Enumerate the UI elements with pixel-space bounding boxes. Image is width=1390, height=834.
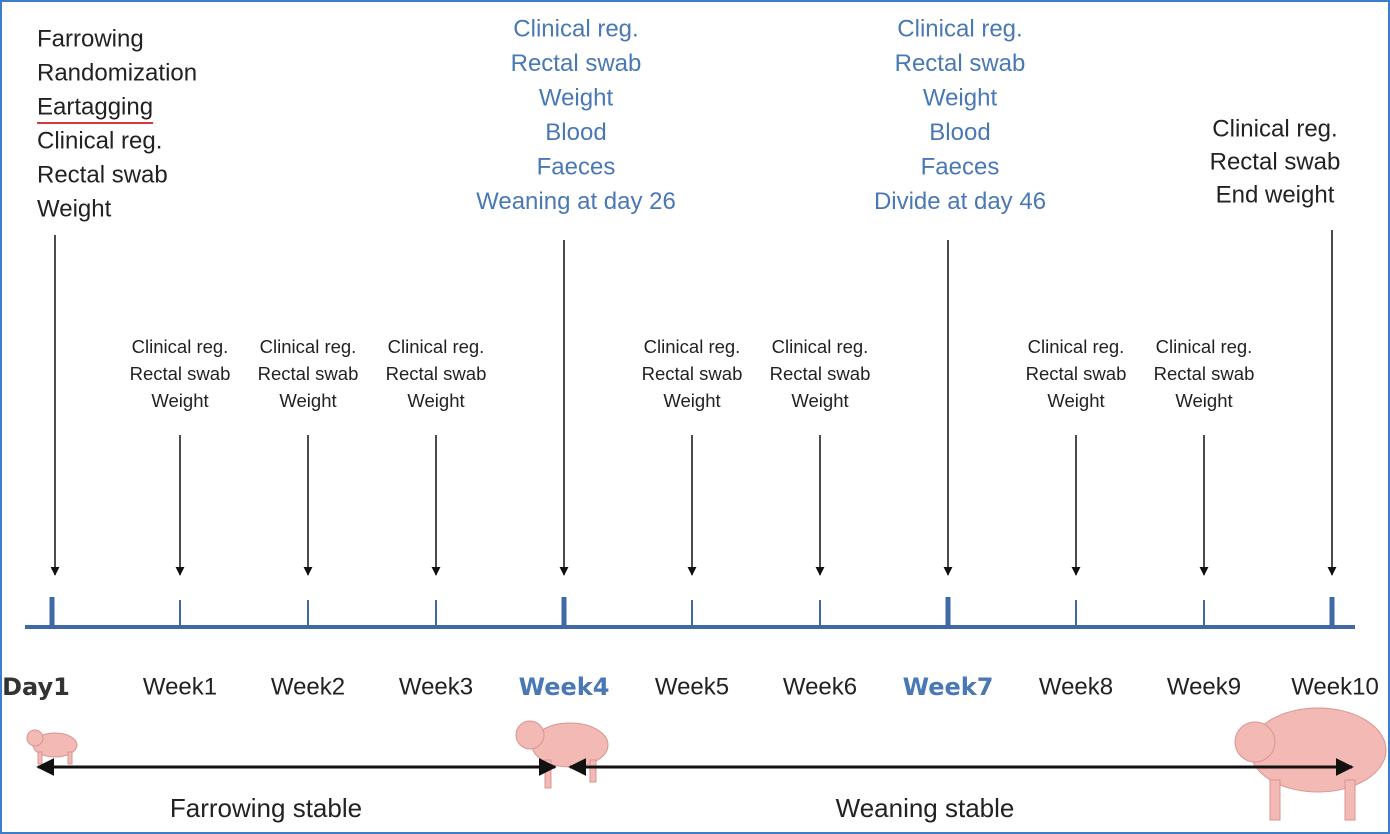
timepoint-label: Week2 — [271, 673, 345, 700]
timepoint-label: Week8 — [1039, 673, 1113, 700]
timepoint-label: Week7 — [903, 673, 994, 701]
timepoint-note: Rectal swab — [386, 363, 487, 384]
timepoint-note: Clinical reg. — [260, 336, 357, 357]
timepoint-note: Weight — [663, 390, 720, 411]
timepoint-note: Rectal swab — [258, 363, 359, 384]
timepoint-note: Clinical reg. — [37, 127, 162, 154]
timepoint-label: Week10 — [1291, 673, 1379, 700]
timepoint-note: Weight — [407, 390, 464, 411]
timepoint-note: Clinical reg. — [644, 336, 741, 357]
timepoint-note: Blood — [929, 119, 990, 146]
timepoint-label: Week6 — [783, 673, 857, 700]
timepoint-label: Week9 — [1167, 673, 1241, 700]
timepoint-note: Rectal swab — [642, 363, 743, 384]
timepoint-note: Weaning at day 26 — [476, 188, 676, 215]
timepoint-label: Day1 — [2, 673, 70, 701]
timepoint-note: Clinical reg. — [1028, 336, 1125, 357]
timepoint-note: Weight — [923, 84, 998, 111]
timepoint-note: Weight — [279, 390, 336, 411]
timepoint-note: Rectal swab — [130, 363, 231, 384]
timepoint-note: Faeces — [921, 153, 1000, 180]
timepoint-note: End weight — [1216, 181, 1335, 208]
timepoint-note: Rectal swab — [1210, 148, 1341, 175]
timepoint-label: Week3 — [399, 673, 473, 700]
timepoint-note: Rectal swab — [1154, 363, 1255, 384]
timepoint-note: Clinical reg. — [897, 15, 1022, 42]
timepoint-note: Rectal swab — [770, 363, 871, 384]
timepoint-label: Week5 — [655, 673, 729, 700]
timepoint-note: Weight — [1047, 390, 1104, 411]
timepoint-note: Weight — [151, 390, 208, 411]
timepoint-note: Rectal swab — [37, 161, 168, 188]
timepoint-note: Clinical reg. — [513, 15, 638, 42]
timepoint-note: Rectal swab — [895, 50, 1026, 77]
phase-label: Farrowing stable — [170, 793, 362, 823]
timepoint-note: Blood — [545, 119, 606, 146]
timepoint-note: Weight — [37, 195, 112, 222]
timepoint-note: Rectal swab — [1026, 363, 1127, 384]
timepoint-note: Divide at day 46 — [874, 188, 1046, 215]
timepoint-note: Weight — [791, 390, 848, 411]
timepoint-note: Weight — [1175, 390, 1232, 411]
timepoint-note: Clinical reg. — [1212, 115, 1337, 142]
timepoint-label: Week4 — [519, 673, 610, 701]
timepoint-note: Clinical reg. — [1156, 336, 1253, 357]
timepoint-note: Clinical reg. — [388, 336, 485, 357]
timepoint-label: Week1 — [143, 673, 217, 700]
timepoint-note: Weight — [539, 84, 614, 111]
timepoint-note: Randomization — [37, 59, 197, 86]
timepoint-note: Clinical reg. — [132, 336, 229, 357]
timepoint-note: Rectal swab — [511, 50, 642, 77]
phase-label: Weaning stable — [836, 793, 1015, 823]
timepoint-note: Eartagging — [37, 93, 153, 120]
timepoint-note: Farrowing — [37, 25, 144, 52]
timepoint-note: Faeces — [537, 153, 616, 180]
timepoint-note: Clinical reg. — [772, 336, 869, 357]
